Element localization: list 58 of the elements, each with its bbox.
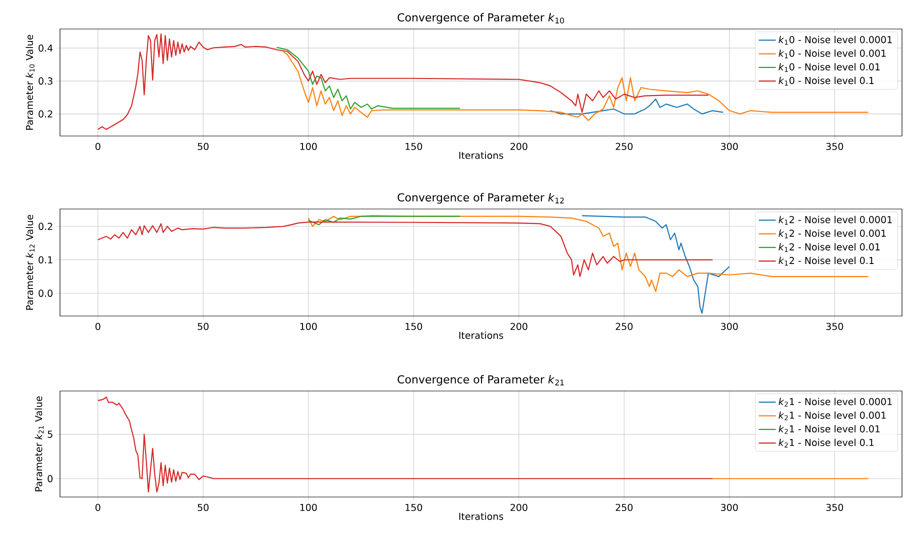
chart-title: Convergence of Parameter k$_{10}$ bbox=[398, 13, 564, 24]
x-tick-label: 0 bbox=[95, 504, 100, 512]
x-axis-title: Iterations bbox=[459, 332, 504, 339]
y-tick-label: 0.2 bbox=[38, 110, 52, 118]
x-tick-label: 350 bbox=[826, 142, 844, 150]
y-axis-title: Parameter k$_{12}$ Value bbox=[26, 214, 34, 310]
x-tick-label: 0 bbox=[95, 322, 100, 330]
x-tick-label: 150 bbox=[406, 322, 422, 330]
legend-label: k$_{1}$2 - Noise level 0.01 bbox=[778, 243, 880, 252]
x-tick-label: 300 bbox=[721, 322, 738, 330]
x-tick-label: 200 bbox=[510, 322, 528, 330]
y-tick-label: 0.0 bbox=[38, 290, 52, 297]
chart-title: Convergence of Parameter k$_{12}$ bbox=[398, 193, 564, 204]
x-tick-label: 200 bbox=[510, 504, 528, 512]
legend-label: k$_{1}$0 - Noise level 0.0001 bbox=[778, 36, 892, 45]
y-tick-label: 0.4 bbox=[38, 44, 53, 52]
x-tick-label: 250 bbox=[616, 504, 633, 512]
line-series bbox=[97, 396, 714, 492]
line-series bbox=[308, 216, 461, 226]
legend-label: k$_{1}$0 - Noise level 0.001 bbox=[778, 49, 886, 58]
x-tick-label: 300 bbox=[721, 504, 738, 512]
y-axis-title: Parameter k$_{21}$ Value bbox=[34, 396, 44, 492]
x-tick-label: 350 bbox=[826, 322, 844, 330]
chart-title: Convergence of Parameter k$_{21}$ bbox=[398, 375, 564, 386]
x-tick-label: 100 bbox=[300, 504, 317, 512]
legend-label: k$_{1}$2 - Noise level 0.1 bbox=[778, 256, 874, 266]
legend-label: k$_{1}$2 - Noise level 0.0001 bbox=[778, 216, 892, 225]
legend-label: k$_{1}$0 - Noise level 0.01 bbox=[778, 63, 880, 72]
legend-label: k$_{1}$2 - Noise level 0.001 bbox=[778, 229, 886, 238]
y-tick-label: 0.3 bbox=[38, 77, 52, 85]
line-series bbox=[276, 46, 461, 110]
line-series bbox=[581, 215, 730, 314]
y-tick-label: 0.1 bbox=[38, 256, 52, 264]
x-tick-label: 50 bbox=[198, 322, 209, 330]
y-tick-label: 0 bbox=[48, 475, 52, 482]
line-series bbox=[550, 98, 724, 114]
x-tick-label: 200 bbox=[510, 142, 528, 150]
x-tick-label: 300 bbox=[721, 142, 738, 150]
x-tick-label: 100 bbox=[300, 322, 317, 330]
y-tick-label: 5 bbox=[48, 430, 52, 438]
x-tick-label: 50 bbox=[198, 142, 209, 150]
x-tick-label: 250 bbox=[616, 142, 633, 150]
x-tick-label: 0 bbox=[95, 142, 100, 150]
legend-label: k$_{2}$1 - Noise level 0.001 bbox=[778, 411, 886, 420]
legend-label: k$_{1}$0 - Noise level 0.1 bbox=[778, 76, 874, 86]
x-tick-label: 250 bbox=[616, 322, 633, 330]
x-tick-label: 100 bbox=[300, 142, 317, 150]
x-axis-title: Iterations bbox=[459, 152, 504, 159]
x-tick-label: 150 bbox=[406, 504, 422, 512]
y-tick-label: 0.2 bbox=[38, 222, 52, 230]
x-tick-label: 350 bbox=[826, 504, 844, 512]
x-tick-label: 50 bbox=[198, 504, 209, 512]
y-axis-title: Parameter k$_{10}$ Value bbox=[26, 34, 34, 130]
legend-label: k$_{2}$1 - Noise level 0.01 bbox=[778, 425, 880, 434]
x-tick-label: 150 bbox=[406, 142, 422, 150]
legend-label: k$_{2}$1 - Noise level 0.1 bbox=[778, 438, 874, 448]
x-axis-title: Iterations bbox=[459, 512, 504, 520]
legend-label: k$_{2}$1 - Noise level 0.0001 bbox=[778, 398, 892, 407]
